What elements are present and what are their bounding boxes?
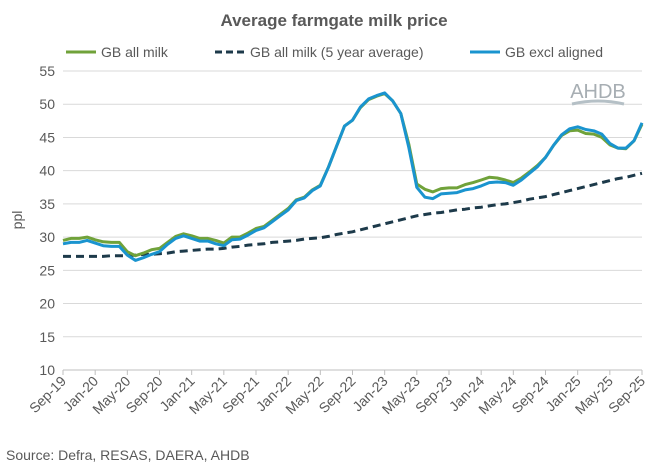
legend: GB all milk GB all milk (5 year average) G… bbox=[66, 44, 603, 60]
x-tick-label: Sep-25 bbox=[605, 373, 648, 416]
legend-label: GB excl aligned bbox=[505, 44, 603, 60]
y-tick-label: 30 bbox=[39, 229, 55, 245]
y-tick-label: 40 bbox=[39, 163, 55, 179]
x-tick-label: Sep-19 bbox=[26, 373, 69, 416]
y-tick-label: 25 bbox=[39, 262, 55, 278]
y-tick-label: 20 bbox=[39, 296, 55, 312]
gridlines bbox=[63, 70, 642, 371]
series-lines bbox=[62, 91, 644, 262]
y-axis-ticks: 10 15 20 25 30 35 40 45 50 55 bbox=[39, 63, 55, 378]
logo-text: AHDB bbox=[570, 81, 626, 103]
y-tick-label: 55 bbox=[39, 63, 55, 79]
ahdb-logo: AHDB bbox=[570, 81, 626, 106]
x-tick-label: Sep-20 bbox=[122, 373, 165, 416]
y-tick-label: 10 bbox=[39, 362, 55, 378]
y-axis-label: ppl bbox=[9, 211, 25, 230]
series-line-gb-all-milk-5-year-average- bbox=[63, 171, 643, 258]
y-tick-label: 35 bbox=[39, 196, 55, 212]
x-tick-label: Sep-22 bbox=[315, 373, 358, 416]
legend-label: GB all milk bbox=[101, 44, 169, 60]
logo-swoosh bbox=[571, 99, 625, 106]
series-line-gb-excl-aligned bbox=[62, 91, 644, 262]
y-tick-label: 15 bbox=[39, 329, 55, 345]
x-tick-label: Sep-23 bbox=[412, 373, 455, 416]
legend-label: GB all milk (5 year average) bbox=[250, 44, 424, 60]
x-tick-label: Sep-24 bbox=[508, 373, 551, 416]
chart-title: Average farmgate milk price bbox=[220, 11, 447, 30]
source-note: Source: Defra, RESAS, DAERA, AHDB bbox=[6, 447, 250, 463]
y-tick-label: 45 bbox=[39, 129, 55, 145]
x-tick-label: Sep-21 bbox=[219, 373, 262, 416]
y-tick-label: 50 bbox=[39, 96, 55, 112]
x-axis-ticks: Sep-19Jan-20May-20Sep-20Jan-21May-21Sep-… bbox=[26, 370, 648, 417]
